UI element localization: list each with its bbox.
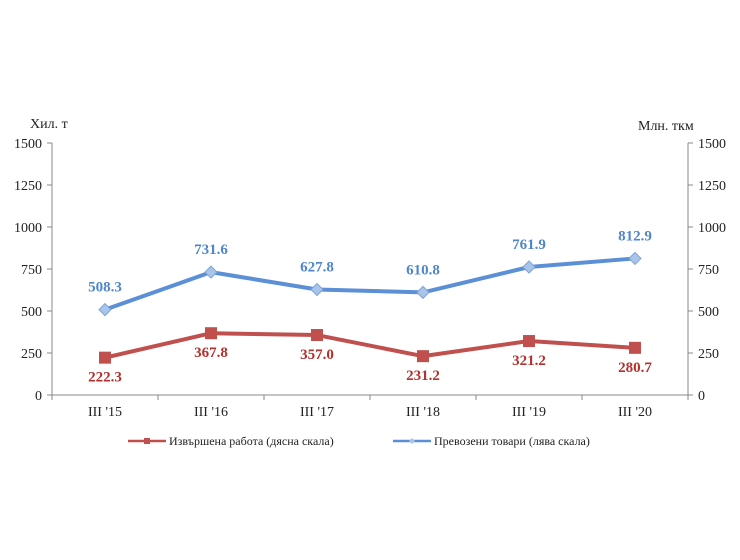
data-point-diamond (628, 251, 642, 266)
x-tick-label: III '18 (406, 405, 440, 420)
legend-label: Извършена работа (дясна скала) (169, 434, 334, 448)
right-tick-label: 1500 (698, 137, 726, 152)
data-label: 321.2 (512, 353, 546, 369)
right-tick-label: 250 (698, 347, 719, 362)
legend-marker-square (144, 438, 150, 444)
series-line-0 (104, 331, 636, 360)
legend-label: Превозени товари (лява скала) (434, 434, 590, 448)
data-label: 357.0 (300, 347, 334, 363)
series-line-1 (104, 256, 636, 312)
data-point-square (629, 341, 641, 354)
left-tick-label: 1000 (14, 221, 42, 236)
x-tick-label: III '20 (618, 405, 652, 420)
right-tick-label: 0 (698, 389, 705, 404)
x-tick-label: III '15 (88, 405, 122, 420)
left-axis-label: Хил. т (30, 117, 68, 132)
left-tick-label: 0 (35, 389, 42, 404)
right-tick-label: 750 (698, 263, 719, 278)
data-point-square (205, 327, 217, 340)
data-point-square (311, 329, 323, 342)
x-tick-label: III '19 (512, 405, 546, 420)
data-label: 231.2 (406, 368, 440, 384)
data-label: 508.3 (88, 280, 122, 296)
right-tick-label: 1250 (698, 179, 726, 194)
data-point-square (99, 351, 111, 364)
data-label: 610.8 (406, 262, 440, 278)
right-tick-label: 500 (698, 305, 719, 320)
data-label: 812.9 (618, 228, 652, 244)
left-tick-label: 250 (21, 347, 42, 362)
x-tick-label: III '16 (194, 405, 228, 420)
data-point-diamond (310, 282, 324, 297)
data-point-square (417, 350, 429, 363)
legend-marker-diamond (409, 438, 415, 444)
right-axis-label: Млн. ткм (638, 119, 694, 134)
left-tick-label: 500 (21, 305, 42, 320)
left-tick-label: 1500 (14, 137, 42, 152)
data-point-diamond (416, 285, 430, 300)
data-label: 731.6 (194, 242, 228, 258)
right-tick-label: 1000 (698, 221, 726, 236)
data-label: 222.3 (88, 370, 122, 386)
data-point-diamond (522, 260, 536, 274)
data-point-diamond (98, 302, 112, 317)
left-tick-label: 1250 (14, 179, 42, 194)
data-label: 761.9 (512, 237, 546, 253)
data-label: 367.8 (194, 345, 228, 361)
data-point-square (523, 335, 535, 348)
data-label: 280.7 (618, 360, 652, 376)
data-point-diamond (204, 265, 218, 279)
data-label: 627.8 (300, 260, 334, 276)
left-tick-label: 750 (21, 263, 42, 278)
x-tick-label: III '17 (300, 405, 334, 420)
